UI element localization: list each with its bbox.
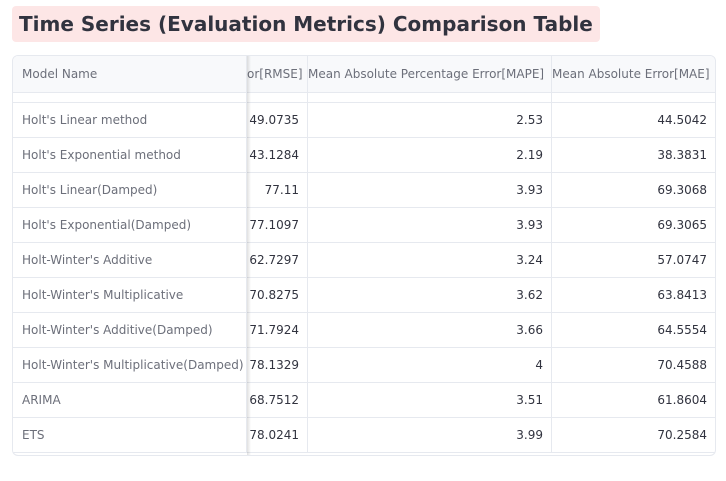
cell-model-name[interactable]: Holt-Winter's Multiplicative(Damped) <box>13 348 247 382</box>
cell-model-name[interactable]: Simple Exponential Smoothing <box>13 92 247 102</box>
column-header-model-name[interactable]: Model Name <box>13 56 247 92</box>
cell-mae[interactable]: 69.2766 <box>552 92 715 102</box>
cell-mape[interactable]: 3.62 <box>308 278 552 312</box>
cell-mae[interactable]: 57.0747 <box>657 253 707 267</box>
table-row[interactable]: Holt's Exponential(Damped) 77.1097 3.93 69.… <box>13 208 715 243</box>
cell-mae[interactable]: 70.4588 <box>657 358 707 372</box>
column-header-mae[interactable]: Mean Absolute Error[MAE] <box>552 67 710 81</box>
cell-mape[interactable]: 3.99 <box>308 418 552 452</box>
page-title: Time Series (Evaluation Metrics) Compari… <box>12 6 600 42</box>
cell-rmse[interactable]: 77.11 <box>247 173 308 207</box>
comparison-table[interactable]: Model Name or[RMSE] Mean Absolute Percen… <box>12 55 716 456</box>
cell-mae[interactable]: 61.8604 <box>657 393 707 407</box>
cell-mae[interactable]: 38.3831 <box>657 148 707 162</box>
cell-rmse[interactable]: 70.8275 <box>247 278 308 312</box>
column-header-mape[interactable]: Mean Absolute Percentage Error[MAPE] <box>308 56 552 92</box>
table-row[interactable]: Holt-Winter's Multiplicative 70.8275 3.62 6… <box>13 278 715 313</box>
cell-mape[interactable]: 3.93 <box>308 173 552 207</box>
cell-model-name[interactable]: ARIMA <box>13 383 247 417</box>
table-body[interactable]: Simple Exponential Smoothing77.08093.936… <box>13 92 715 455</box>
cell-rmse[interactable]: 49.0735 <box>247 103 308 137</box>
cell-rmse[interactable]: 43.1284 <box>247 138 308 172</box>
cell-model-name[interactable]: Holt's Exponential(Damped) <box>13 208 247 242</box>
cell-mape[interactable]: 3.51 <box>308 383 552 417</box>
cell-mape[interactable]: 2.53 <box>308 103 552 137</box>
cell-mae[interactable]: 69.3065 <box>657 218 707 232</box>
table-row[interactable]: Holt-Winter's Multiplicative(Damped) 78.1… <box>13 348 715 383</box>
cell-mae[interactable]: 63.8413 <box>657 288 707 302</box>
table-row[interactable]: ETS 78.0241 3.99 70.2584 <box>13 418 715 453</box>
cell-model-name[interactable]: Holt's Linear method <box>13 103 247 137</box>
table-row[interactable]: ARIMA 68.7512 3.51 61.8604 <box>13 383 715 418</box>
cell-rmse[interactable]: 78.0241 <box>247 418 308 452</box>
cell-mape[interactable]: 3.93 <box>308 208 552 242</box>
cell-mape[interactable]: 2.19 <box>308 138 552 172</box>
column-header-rmse[interactable]: or[RMSE] <box>247 56 308 92</box>
cell-mae[interactable]: 64.5554 <box>657 323 707 337</box>
frozen-column-divider <box>247 56 251 455</box>
cell-model-name[interactable]: Holt-Winter's Additive(Damped) <box>13 313 247 347</box>
cell-mae[interactable]: 69.3068 <box>657 183 707 197</box>
cell-model-name[interactable]: ETS <box>13 418 247 452</box>
table-row[interactable]: Holt's Linear method 49.0735 2.53 44.5042 <box>13 103 715 138</box>
cell-rmse[interactable]: 71.7924 <box>247 313 308 347</box>
cell-model-name[interactable]: Holt's Linear(Damped) <box>13 173 247 207</box>
cell-mape[interactable]: 4 <box>308 348 552 382</box>
cell-rmse[interactable]: 68.7512 <box>247 383 308 417</box>
cell-mae[interactable]: 44.5042 <box>657 113 707 127</box>
cell-model-name[interactable]: Holt's Exponential method <box>13 138 247 172</box>
table-row[interactable]: Holt-Winter's Additive(Damped) 71.7924 3.6… <box>13 313 715 348</box>
cell-rmse[interactable]: 78.1329 <box>247 348 308 382</box>
cell-rmse[interactable]: 62.7297 <box>247 243 308 277</box>
table-header: Model Name or[RMSE] Mean Absolute Percen… <box>13 56 715 93</box>
cell-rmse[interactable]: 77.0809 <box>247 92 308 102</box>
cell-mae[interactable]: 70.2584 <box>657 428 707 442</box>
cell-rmse[interactable]: 77.1097 <box>247 208 308 242</box>
table-row[interactable]: Holt's Linear(Damped) 77.11 3.93 69.3068 <box>13 173 715 208</box>
table-row[interactable]: Holt's Exponential method 43.1284 2.19 38.3… <box>13 138 715 173</box>
cell-mape[interactable]: 3.66 <box>308 313 552 347</box>
table-row[interactable]: Simple Exponential Smoothing77.08093.936… <box>13 92 715 103</box>
cell-mape[interactable]: 3.24 <box>308 243 552 277</box>
table-row[interactable]: Holt-Winter's Additive 62.7297 3.24 57.0747 <box>13 243 715 278</box>
cell-mape[interactable]: 3.93 <box>308 92 552 102</box>
cell-model-name[interactable]: Holt-Winter's Additive <box>13 243 247 277</box>
cell-model-name[interactable]: Holt-Winter's Multiplicative <box>13 278 247 312</box>
